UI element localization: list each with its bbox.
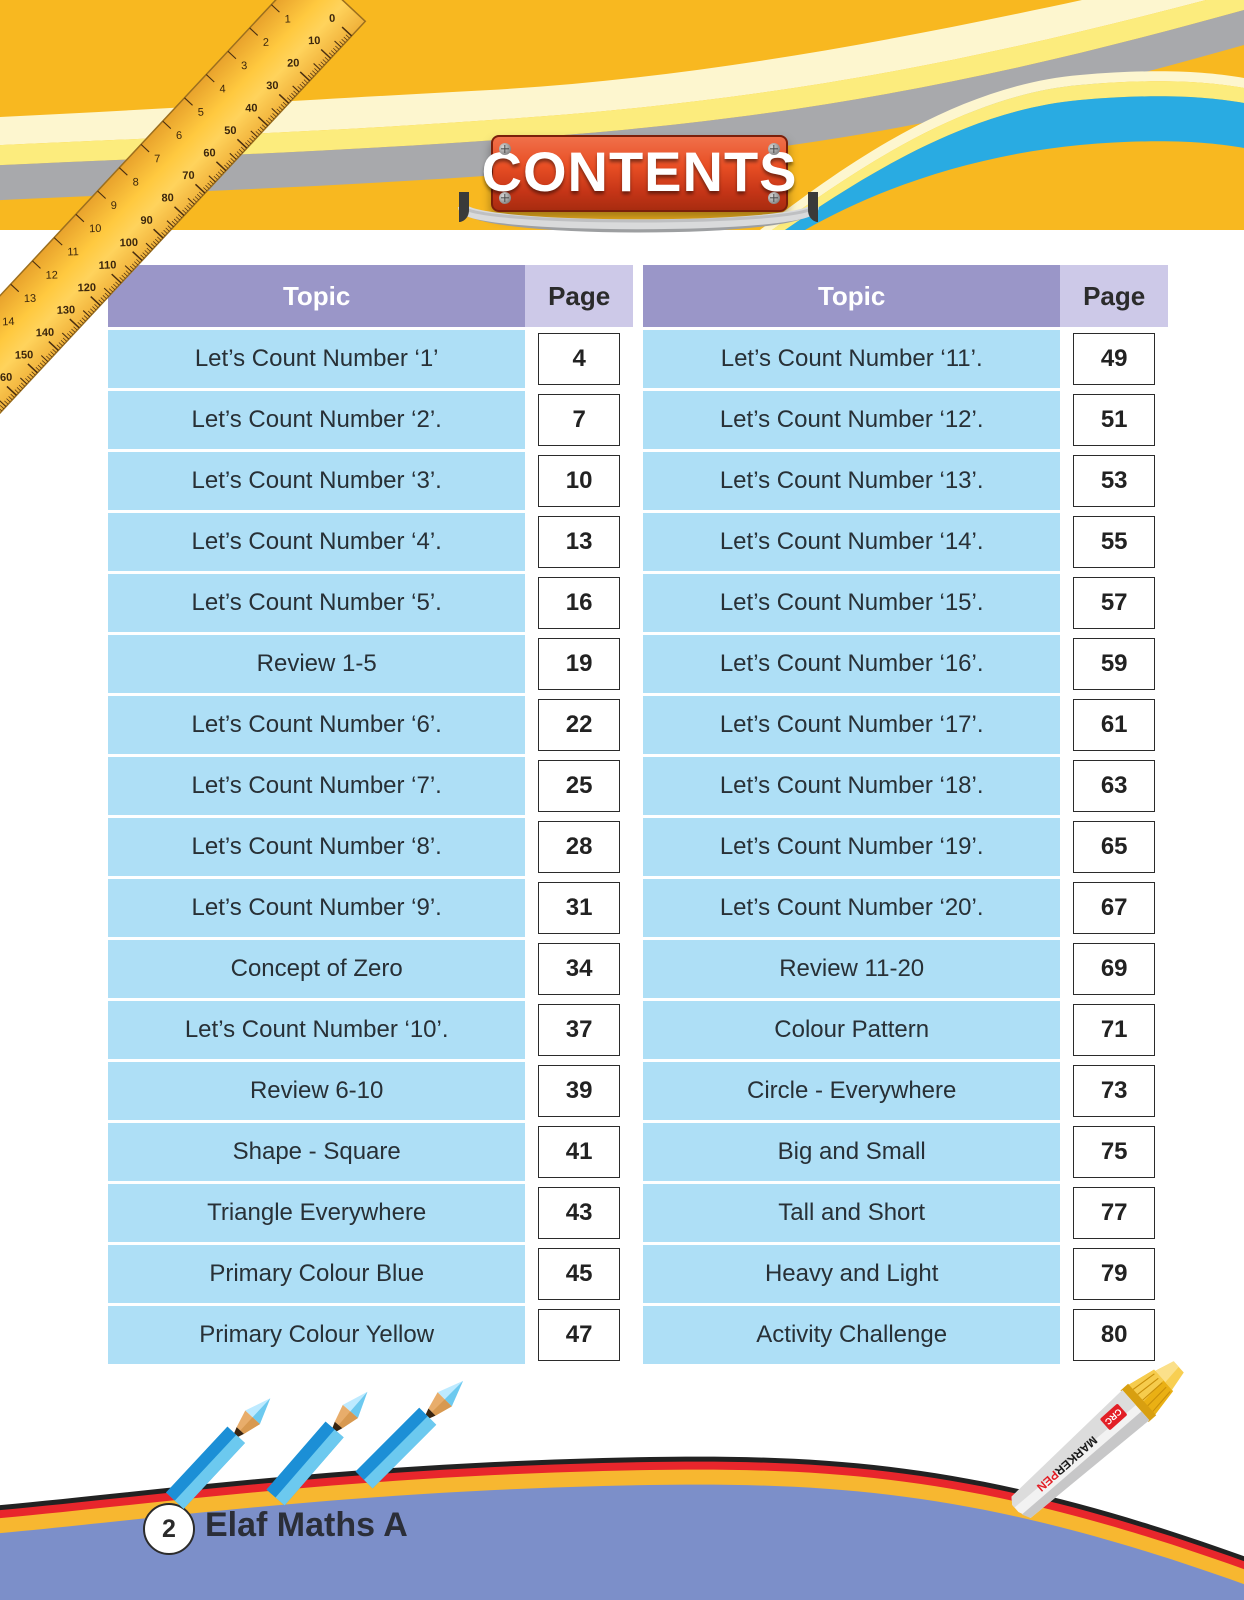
svg-text:0: 0 — [329, 13, 336, 25]
svg-text:20: 20 — [287, 57, 300, 69]
svg-text:160: 160 — [0, 372, 13, 385]
svg-text:140: 140 — [36, 327, 55, 340]
svg-text:6: 6 — [176, 130, 183, 142]
svg-text:7: 7 — [154, 153, 161, 165]
svg-text:11: 11 — [67, 246, 79, 258]
svg-text:4: 4 — [219, 83, 226, 95]
svg-text:150: 150 — [15, 349, 34, 362]
svg-text:2: 2 — [263, 37, 270, 49]
svg-text:50: 50 — [224, 125, 237, 137]
svg-text:12: 12 — [45, 269, 58, 281]
svg-text:90: 90 — [140, 215, 153, 227]
svg-text:40: 40 — [245, 102, 258, 114]
svg-text:30: 30 — [266, 80, 279, 92]
svg-text:10: 10 — [308, 35, 321, 47]
svg-text:13: 13 — [24, 293, 37, 305]
svg-text:60: 60 — [203, 147, 216, 159]
svg-text:3: 3 — [241, 60, 248, 72]
svg-text:8: 8 — [132, 176, 139, 188]
svg-text:14: 14 — [2, 316, 15, 328]
svg-text:120: 120 — [77, 282, 96, 295]
svg-text:130: 130 — [57, 304, 76, 317]
svg-text:1: 1 — [284, 13, 291, 25]
svg-text:5: 5 — [198, 107, 205, 119]
svg-text:110: 110 — [98, 259, 116, 272]
svg-text:9: 9 — [111, 200, 118, 212]
svg-text:100: 100 — [119, 237, 138, 250]
svg-text:70: 70 — [182, 170, 195, 182]
svg-text:10: 10 — [89, 223, 102, 235]
svg-text:80: 80 — [161, 192, 174, 204]
